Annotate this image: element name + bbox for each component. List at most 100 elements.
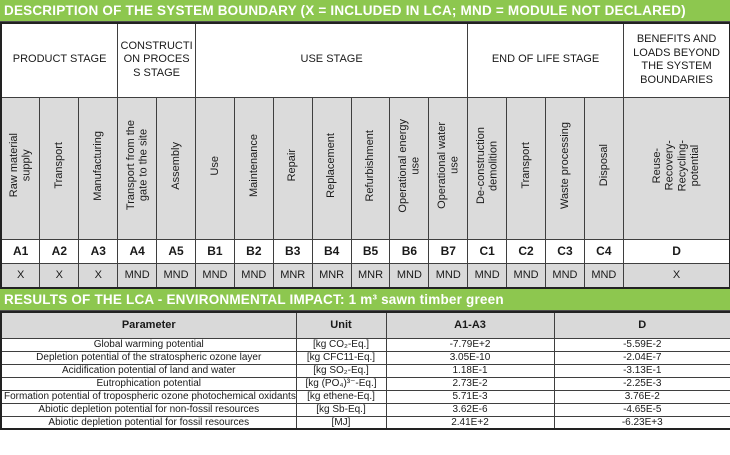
module-code: C4: [583, 238, 624, 264]
module-header-a4: Transport from the gate to the site: [124, 120, 150, 211]
col-header-unit: Unit: [295, 311, 387, 339]
module-header-cell: Transport from the gate to the site: [117, 96, 158, 240]
module-code: C3: [545, 238, 585, 264]
unit-cell: [MJ]: [295, 415, 387, 430]
module-code: B2: [233, 238, 274, 264]
module-code-row: A1 A2 A3 A4 A5 B1 B2 B3 B4 B5 B6 B7 C1 C…: [0, 238, 730, 264]
d-value-cell: -2.25E-3: [553, 376, 730, 391]
module-code: B4: [311, 238, 352, 264]
module-header-b7: Operational water use: [435, 122, 461, 209]
results-row: Formation potential of tropospheric ozon…: [0, 389, 730, 404]
unit-cell: [kg ethene-Eq.]: [295, 389, 387, 404]
parameter-cell: Eutrophication potential: [0, 376, 297, 391]
module-code: A5: [156, 238, 196, 264]
parameter-cell: Abiotic depletion potential for fossil r…: [0, 415, 297, 430]
module-header-a5: Assembly: [169, 141, 182, 190]
module-header-cell: Use: [195, 96, 235, 240]
module-status: X: [0, 262, 41, 289]
col-header-a1a3: A1-A3: [385, 311, 555, 339]
module-status: MND: [545, 262, 585, 289]
a1a3-value-cell: 2.73E-2: [385, 376, 555, 391]
module-code: B3: [272, 238, 313, 264]
module-code: D: [622, 238, 730, 264]
unit-cell: [kg SO₂-Eq.]: [295, 363, 387, 378]
d-value-cell: -6.23E+3: [553, 415, 730, 430]
module-header-cell: De-construction demolition: [467, 96, 508, 240]
a1a3-value-cell: 2.41E+2: [385, 415, 555, 430]
module-status: MND: [583, 262, 624, 289]
module-header-b6: Operational energy use: [396, 118, 422, 213]
module-code: A2: [39, 238, 80, 264]
a1a3-value-cell: 3.05E-10: [385, 350, 555, 365]
a1a3-value-cell: -7.79E+2: [385, 337, 555, 352]
results-row: Eutrophication potential [kg (PO₄)³⁻-Eq.…: [0, 376, 730, 391]
parameter-cell: Global warming potential: [0, 337, 297, 352]
module-header-cell: Operational energy use: [389, 96, 430, 240]
d-value-cell: -2.04E-7: [553, 350, 730, 365]
module-status: X: [39, 262, 80, 289]
module-header-c2: Transport: [519, 142, 532, 189]
module-header-cell: Manufacturing: [78, 96, 119, 240]
results-row: Depletion potential of the stratospheric…: [0, 350, 730, 365]
parameter-cell: Depletion potential of the stratospheric…: [0, 350, 297, 365]
module-header-b3: Repair: [286, 149, 299, 182]
a1a3-value-cell: 1.18E-1: [385, 363, 555, 378]
module-header-cell: Disposal: [583, 96, 624, 240]
parameter-cell: Formation potential of tropospheric ozon…: [0, 389, 297, 404]
results-header: RESULTS OF THE LCA - ENVIRONMENTAL IMPAC…: [0, 289, 730, 311]
module-status: MND: [195, 262, 235, 289]
results-row: Acidification potential of land and wate…: [0, 363, 730, 378]
a1a3-value-cell: 5.71E-3: [385, 389, 555, 404]
results-row: Abiotic depletion potential for non-foss…: [0, 402, 730, 417]
module-header-c4: Disposal: [597, 144, 610, 187]
unit-cell: [kg CFC11-Eq.]: [295, 350, 387, 365]
unit-cell: [kg CO₂-Eq.]: [295, 337, 387, 352]
module-code: B7: [428, 238, 469, 264]
module-header-cell: Transport: [506, 96, 547, 240]
module-status: MND: [117, 262, 158, 289]
module-code: B6: [389, 238, 430, 264]
module-status: MNR: [272, 262, 313, 289]
system-boundary-table: PRODUCT STAGE CONSTRUCTION PROCESS STAGE…: [0, 22, 730, 289]
module-header-b2: Maintenance: [247, 134, 260, 197]
module-header-cell: Reuse- Recovery- Recycling- potential: [622, 96, 730, 240]
module-status: MND: [428, 262, 469, 289]
d-value-cell: -4.65E-5: [553, 402, 730, 417]
module-name-row: Raw material supply Transport Manufactur…: [0, 96, 730, 240]
module-status-row: X X X MND MND MND MND MNR MNR MNR MND MN…: [0, 262, 730, 289]
module-header-b5: Refurbishment: [364, 129, 377, 202]
module-header-cell: Operational water use: [428, 96, 469, 240]
module-code: C2: [506, 238, 547, 264]
a1a3-value-cell: 3.62E-6: [385, 402, 555, 417]
stage-end-of-life: END OF LIFE STAGE: [467, 22, 624, 98]
module-code: B5: [350, 238, 391, 264]
module-status: MND: [389, 262, 430, 289]
results-header-row: Parameter Unit A1-A3 D: [0, 311, 730, 339]
module-header-cell: Maintenance: [233, 96, 274, 240]
module-header-c3: Waste processing: [558, 121, 571, 210]
parameter-cell: Acidification potential of land and wate…: [0, 363, 297, 378]
results-table: Parameter Unit A1-A3 D Global warming po…: [0, 311, 730, 430]
module-header-b4: Replacement: [325, 133, 338, 198]
d-value-cell: 3.76E-2: [553, 389, 730, 404]
stage-benefits-loads: BENEFITS AND LOADS BEYOND THE SYSTEM BOU…: [622, 22, 730, 98]
module-status: MND: [506, 262, 547, 289]
module-code: A1: [0, 238, 41, 264]
module-header-c1: De-construction demolition: [474, 126, 500, 205]
module-header-a1: Raw material supply: [8, 133, 33, 198]
module-header-d: Reuse- Recovery- Recycling- potential: [651, 139, 702, 192]
module-status: MND: [233, 262, 274, 289]
module-header-cell: Transport: [39, 96, 80, 240]
module-status: MND: [156, 262, 196, 289]
module-status: X: [78, 262, 119, 289]
module-header-cell: Repair: [272, 96, 313, 240]
unit-cell: [kg (PO₄)³⁻-Eq.]: [295, 376, 387, 391]
module-status: MND: [467, 262, 508, 289]
module-status: X: [622, 262, 730, 289]
stage-use: USE STAGE: [194, 22, 469, 98]
module-header-a3: Manufacturing: [91, 130, 104, 201]
module-code: B1: [195, 238, 235, 264]
results-row: Abiotic depletion potential for fossil r…: [0, 415, 730, 430]
module-header-cell: Replacement: [311, 96, 352, 240]
